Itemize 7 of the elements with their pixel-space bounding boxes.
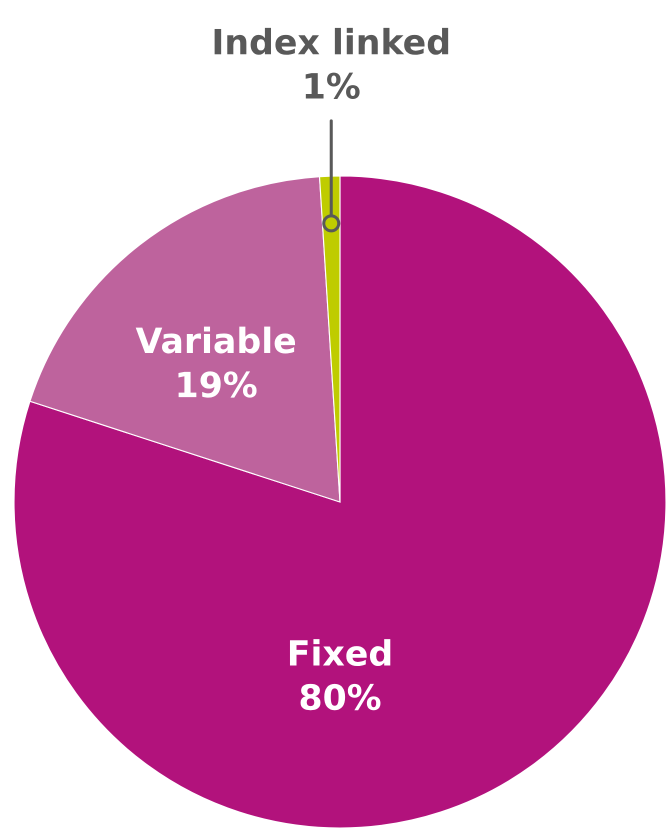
slice-label: Index linked (214, 28, 448, 55)
pie-slice (13, 175, 667, 829)
data-label: 19% (178, 371, 257, 398)
slice-label: Variable (136, 326, 296, 354)
data-label: 80% (300, 684, 380, 710)
data-label: 1% (306, 72, 360, 99)
slice-label: Fixed (290, 639, 390, 666)
